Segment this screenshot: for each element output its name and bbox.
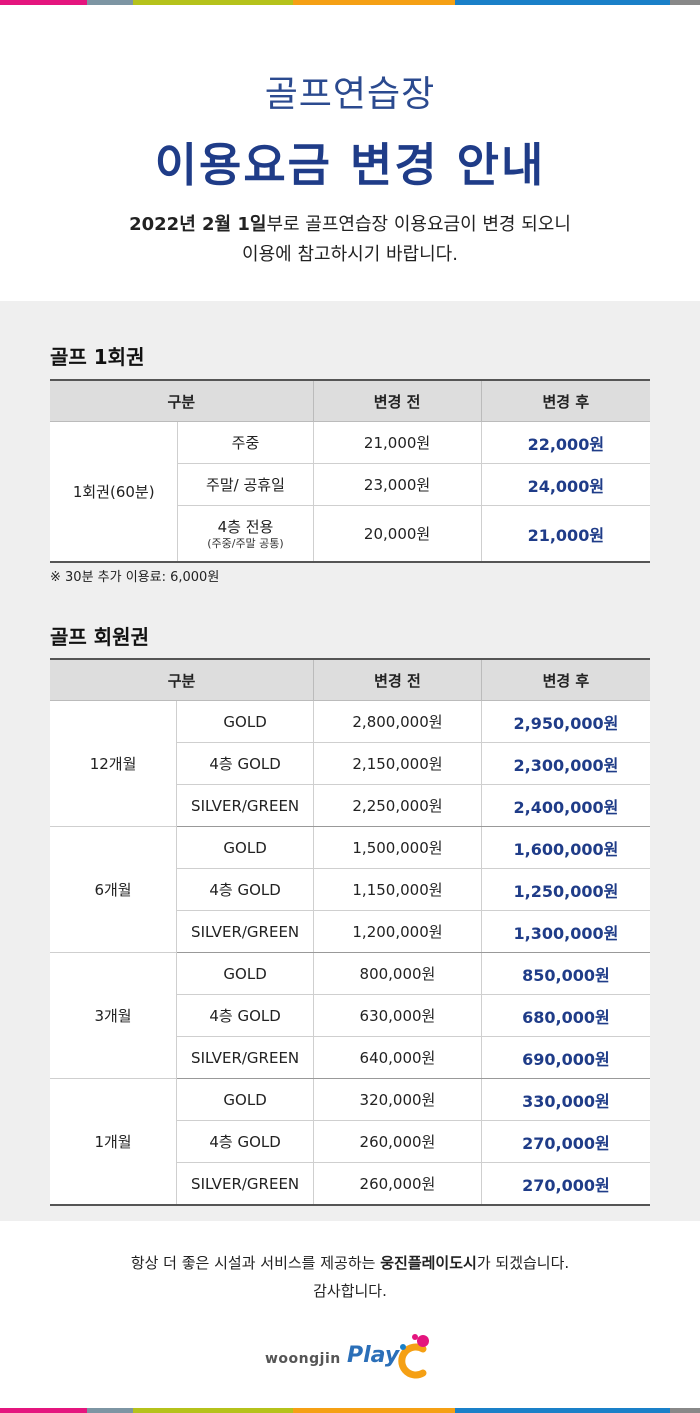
before-price: 23,000원 xyxy=(313,463,482,506)
before-price: 260,000원 xyxy=(313,1120,482,1163)
after-price: 22,000원 xyxy=(481,421,650,464)
page-title-line1: 골프연습장 xyxy=(264,74,436,115)
after-price: 850,000원 xyxy=(481,952,650,995)
table-row: SILVER/GREEN 1,200,000원 1,300,000원 xyxy=(50,910,650,953)
sub-cell: 4층 GOLD xyxy=(176,742,315,785)
before-price: 800,000원 xyxy=(313,952,482,995)
sub-cell: SILVER/GREEN xyxy=(176,1036,315,1079)
table-row: 4층 GOLD 260,000원 270,000원 xyxy=(50,1120,650,1163)
intro-rest: 부로 골프연습장 이용요금이 변경 되오니 xyxy=(266,214,571,235)
after-price: 2,400,000원 xyxy=(481,784,650,827)
table-row: 1회권(60분) 주중 21,000원 22,000원 xyxy=(50,421,650,563)
table-row: 4층 GOLD 630,000원 680,000원 xyxy=(50,994,650,1037)
logo-play-text: Play xyxy=(347,1343,400,1368)
content-section: 골프 1회권 구분 변경 전 변경 후 1회권(60분) 주중 21,000원 … xyxy=(0,301,700,1221)
after-price: 680,000원 xyxy=(481,994,650,1037)
before-price: 2,800,000원 xyxy=(313,700,482,743)
after-price: 690,000원 xyxy=(481,1036,650,1079)
sub-cell: GOLD xyxy=(176,952,315,995)
after-price: 330,000원 xyxy=(481,1078,650,1121)
table-row: 4층 GOLD 1,150,000원 1,250,000원 xyxy=(50,868,650,911)
sub-cell: GOLD xyxy=(176,826,315,869)
category-cell: 3개월 xyxy=(50,952,178,1079)
page-title-line2: 이용요금 변경 안내 xyxy=(154,138,546,192)
after-price: 1,300,000원 xyxy=(481,910,650,953)
sub-cell: SILVER/GREEN xyxy=(176,910,315,953)
after-price: 1,600,000원 xyxy=(481,826,650,869)
intro-date: 2022년 2월 1일 xyxy=(129,214,267,235)
sub-cell: GOLD xyxy=(176,700,315,743)
before-price: 1,500,000원 xyxy=(313,826,482,869)
logo-woongjin-text: woongjin xyxy=(265,1351,341,1367)
extra-fee-note: ※ 30분 추가 이용료: 6,000원 xyxy=(50,570,220,585)
woongjin-play-logo: woongjin Play xyxy=(265,1331,435,1381)
before-price: 320,000원 xyxy=(313,1078,482,1121)
intro-line2: 이용에 참고하시기 바랍니다. xyxy=(242,244,458,265)
table-row: 12개월 GOLD 2,800,000원 2,950,000원 xyxy=(50,700,650,827)
table-row: SILVER/GREEN 260,000원 270,000원 xyxy=(50,1162,650,1206)
sub-cell: 주중 xyxy=(177,421,314,464)
after-price: 270,000원 xyxy=(481,1120,650,1163)
table-row: 6개월 GOLD 1,500,000원 1,600,000원 xyxy=(50,826,650,953)
table-row: 4층 전용 (주중/주말 공통) 20,000원 21,000원 xyxy=(50,505,650,563)
sub-cell: GOLD xyxy=(176,1078,315,1121)
before-price: 640,000원 xyxy=(313,1036,482,1079)
col-header-category: 구분 xyxy=(50,379,314,422)
table-row: 1개월 GOLD 320,000원 330,000원 xyxy=(50,1078,650,1206)
sub-cell: 4층 GOLD xyxy=(176,868,315,911)
footer-section: 항상 더 좋은 시설과 서비스를 제공하는 웅진플레이도시가 되겠습니다. 감사… xyxy=(0,1221,700,1408)
sub-cell: SILVER/GREEN xyxy=(176,784,315,827)
category-cell: 1개월 xyxy=(50,1078,178,1206)
sub-note: (주중/주말 공통) xyxy=(207,537,284,550)
before-price: 1,150,000원 xyxy=(313,868,482,911)
before-price: 2,150,000원 xyxy=(313,742,482,785)
bottom-color-stripe xyxy=(0,1408,700,1413)
col-header-before: 변경 전 xyxy=(312,379,482,422)
after-price: 21,000원 xyxy=(481,505,650,563)
before-price: 260,000원 xyxy=(313,1162,482,1206)
closing-brand: 웅진플레이도시 xyxy=(380,1254,477,1272)
table-row: 주말/ 공휴일 23,000원 24,000원 xyxy=(50,463,650,506)
before-price: 21,000원 xyxy=(313,421,482,464)
before-price: 1,200,000원 xyxy=(313,910,482,953)
closing-post: 가 되겠습니다. xyxy=(476,1254,570,1272)
col-header-before: 변경 전 xyxy=(313,658,482,701)
closing-line2: 감사합니다. xyxy=(313,1282,387,1300)
after-price: 2,300,000원 xyxy=(481,742,650,785)
play-c-logo-icon xyxy=(398,1334,429,1379)
intro-text: 2022년 2월 1일부로 골프연습장 이용요금이 변경 되오니 이용에 참고하… xyxy=(0,210,700,270)
membership-table: 구분 변경 전 변경 후 12개월 GOLD 2,800,000원 2,950,000… xyxy=(50,658,650,1206)
header-section: 골프연습장 이용요금 변경 안내 2022년 2월 1일부로 골프연습장 이용요… xyxy=(0,5,700,301)
category-cell: 1회권(60분) xyxy=(50,421,179,563)
sub-cell: 주말/ 공휴일 xyxy=(177,463,314,506)
before-price: 630,000원 xyxy=(313,994,482,1037)
closing-message: 항상 더 좋은 시설과 서비스를 제공하는 웅진플레이도시가 되겠습니다. 감사… xyxy=(0,1249,700,1305)
single-pass-table: 구분 변경 전 변경 후 1회권(60분) 주중 21,000원 22,000원… xyxy=(50,379,650,563)
section-title-single-pass: 골프 1회권 xyxy=(50,345,145,369)
category-cell: 12개월 xyxy=(50,700,178,827)
category-cell: 6개월 xyxy=(50,826,178,953)
table-row: SILVER/GREEN 640,000원 690,000원 xyxy=(50,1036,650,1079)
table-row: 3개월 GOLD 800,000원 850,000원 xyxy=(50,952,650,1079)
closing-pre: 항상 더 좋은 시설과 서비스를 제공하는 xyxy=(130,1254,381,1272)
sub-cell: 4층 GOLD xyxy=(176,994,315,1037)
table-row: SILVER/GREEN 2,250,000원 2,400,000원 xyxy=(50,784,650,827)
col-header-after: 변경 후 xyxy=(480,379,650,422)
after-price: 24,000원 xyxy=(481,463,650,506)
col-header-after: 변경 후 xyxy=(480,658,650,701)
table-row: 4층 GOLD 2,150,000원 2,300,000원 xyxy=(50,742,650,785)
sub-label: 4층 전용 xyxy=(217,518,274,536)
after-price: 270,000원 xyxy=(481,1162,650,1206)
sub-cell: 4층 GOLD xyxy=(176,1120,315,1163)
top-color-stripe xyxy=(0,0,700,5)
section-title-membership: 골프 회원권 xyxy=(50,625,149,649)
col-header-category: 구분 xyxy=(50,658,314,701)
before-price: 20,000원 xyxy=(313,505,482,563)
after-price: 2,950,000원 xyxy=(481,700,650,743)
sub-cell: SILVER/GREEN xyxy=(176,1162,315,1206)
after-price: 1,250,000원 xyxy=(481,868,650,911)
before-price: 2,250,000원 xyxy=(313,784,482,827)
sub-cell: 4층 전용 (주중/주말 공통) xyxy=(177,505,314,563)
